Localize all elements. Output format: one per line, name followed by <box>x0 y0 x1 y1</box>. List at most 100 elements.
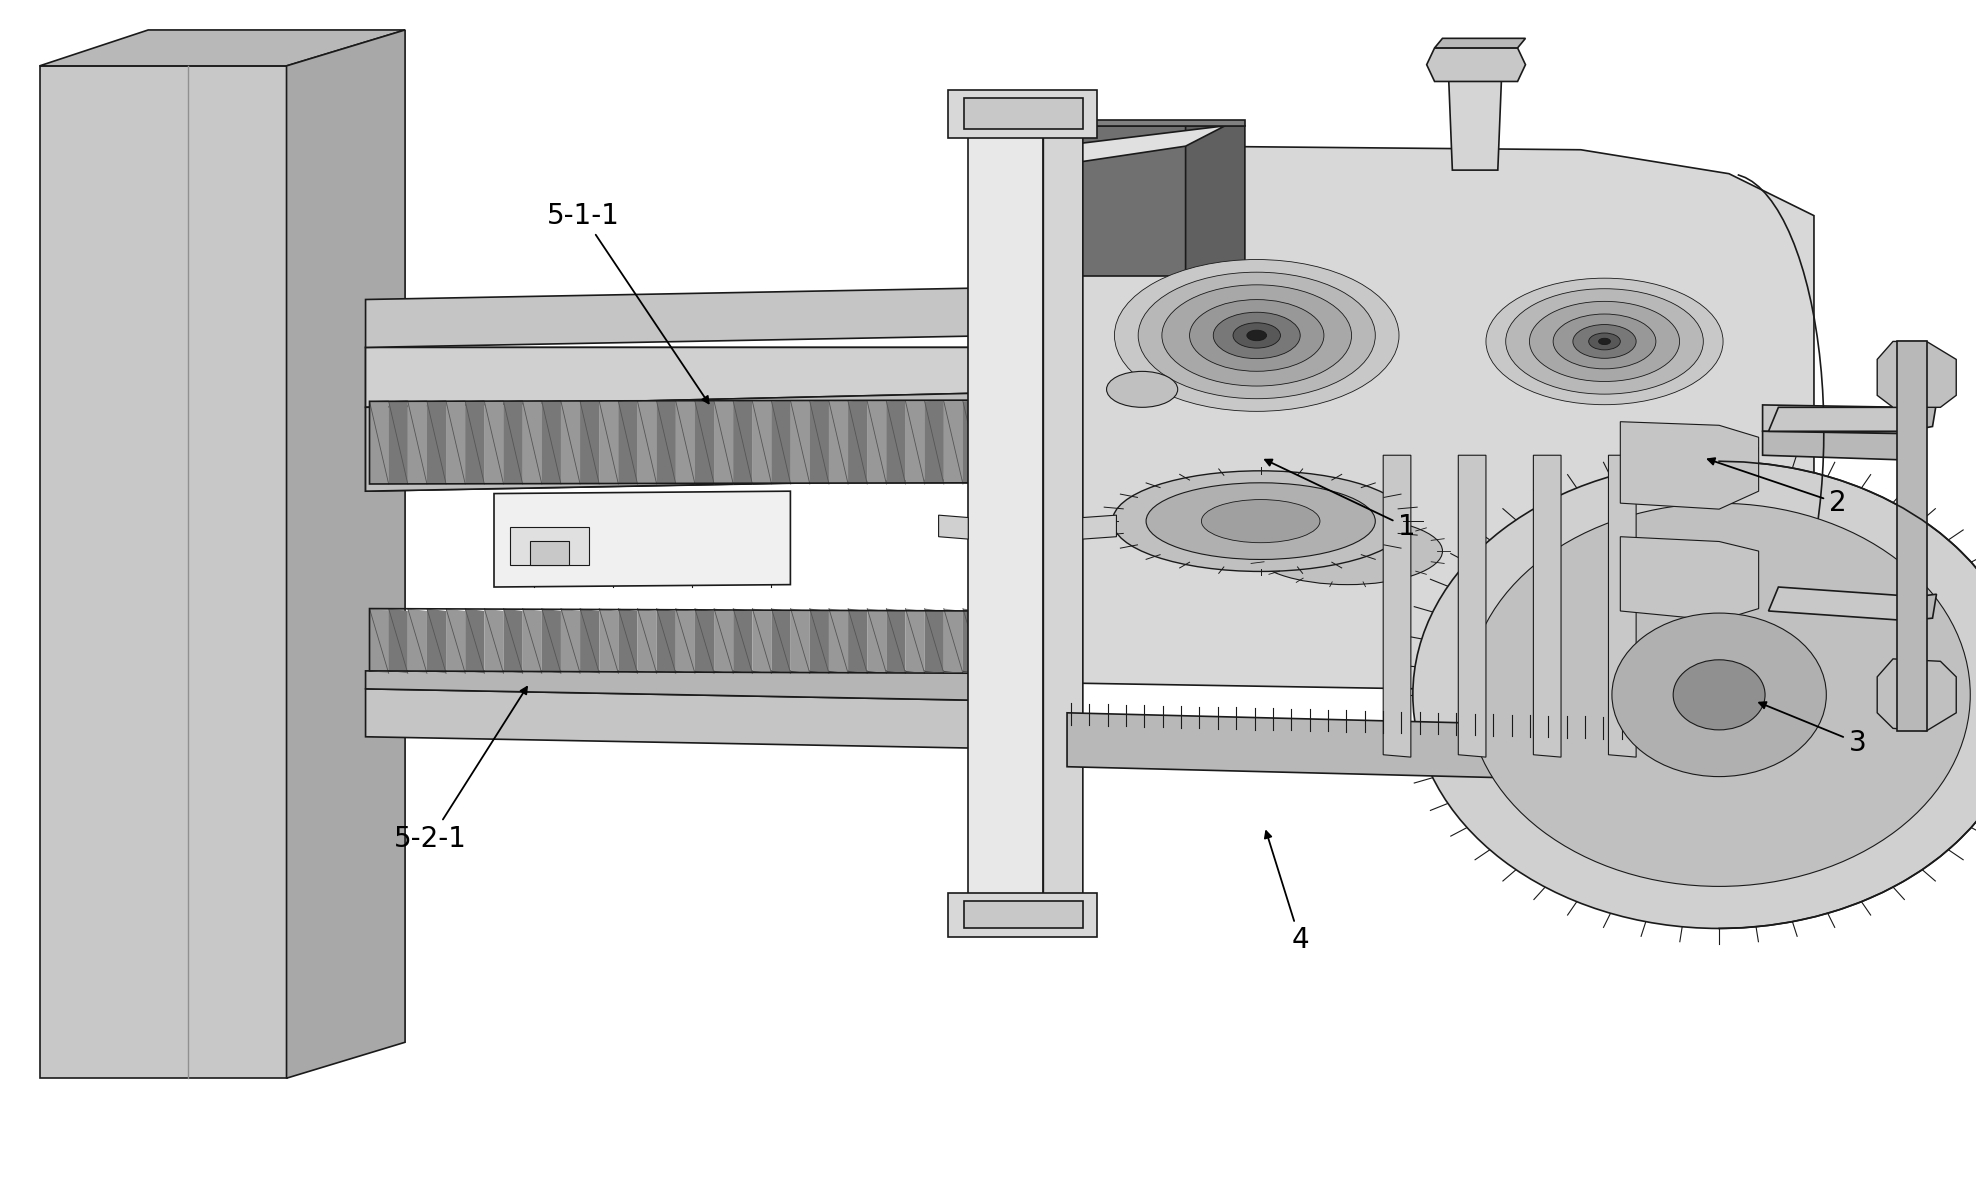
Polygon shape <box>638 609 656 673</box>
Ellipse shape <box>1599 338 1610 345</box>
Polygon shape <box>599 400 618 484</box>
Polygon shape <box>427 400 447 484</box>
Polygon shape <box>427 609 447 673</box>
Polygon shape <box>1877 341 1956 407</box>
Polygon shape <box>945 609 962 673</box>
Polygon shape <box>713 609 733 673</box>
Polygon shape <box>810 400 828 484</box>
Polygon shape <box>1620 422 1759 509</box>
Text: 3: 3 <box>1759 702 1865 757</box>
Ellipse shape <box>1201 500 1320 543</box>
Polygon shape <box>1067 713 1778 785</box>
Polygon shape <box>948 893 1097 937</box>
Polygon shape <box>887 400 905 484</box>
Polygon shape <box>828 609 848 673</box>
Polygon shape <box>40 66 287 1078</box>
Polygon shape <box>905 609 925 673</box>
Polygon shape <box>790 609 810 673</box>
Polygon shape <box>40 30 405 66</box>
Polygon shape <box>370 609 389 673</box>
Polygon shape <box>407 400 427 484</box>
Polygon shape <box>968 120 1043 922</box>
Polygon shape <box>287 30 405 1078</box>
Polygon shape <box>366 288 1008 347</box>
Polygon shape <box>968 114 1083 120</box>
Polygon shape <box>1057 146 1814 695</box>
Ellipse shape <box>1114 260 1399 411</box>
Polygon shape <box>945 400 962 484</box>
Polygon shape <box>810 609 828 673</box>
Polygon shape <box>656 400 676 484</box>
Polygon shape <box>998 120 1245 126</box>
Polygon shape <box>581 400 599 484</box>
Polygon shape <box>522 609 541 673</box>
Ellipse shape <box>1213 313 1300 358</box>
Polygon shape <box>464 400 484 484</box>
Polygon shape <box>638 400 656 484</box>
Polygon shape <box>561 400 581 484</box>
Ellipse shape <box>1506 289 1703 394</box>
Polygon shape <box>1877 659 1956 731</box>
Polygon shape <box>713 400 733 484</box>
Polygon shape <box>504 609 522 673</box>
Polygon shape <box>484 609 504 673</box>
Polygon shape <box>925 400 945 484</box>
Polygon shape <box>867 400 887 484</box>
Polygon shape <box>618 609 638 673</box>
Ellipse shape <box>1468 503 1970 887</box>
Polygon shape <box>867 609 887 673</box>
Polygon shape <box>676 609 696 673</box>
Ellipse shape <box>1162 285 1352 386</box>
Polygon shape <box>1533 455 1561 757</box>
Polygon shape <box>389 400 407 484</box>
Polygon shape <box>962 400 982 484</box>
Polygon shape <box>1769 587 1917 621</box>
Text: 4: 4 <box>1265 831 1308 955</box>
Ellipse shape <box>1612 613 1826 776</box>
Polygon shape <box>389 609 407 673</box>
Polygon shape <box>1186 126 1245 276</box>
Polygon shape <box>1763 431 1907 460</box>
Text: 2: 2 <box>1707 458 1846 518</box>
Polygon shape <box>447 400 464 484</box>
Text: 5-2-1: 5-2-1 <box>395 686 528 853</box>
Polygon shape <box>366 393 988 491</box>
Polygon shape <box>522 400 541 484</box>
Polygon shape <box>1083 515 1116 539</box>
Polygon shape <box>366 689 1008 749</box>
Polygon shape <box>948 90 1097 138</box>
Polygon shape <box>366 347 1008 491</box>
Polygon shape <box>1897 341 1927 731</box>
Polygon shape <box>464 609 484 673</box>
Polygon shape <box>530 541 569 565</box>
Polygon shape <box>1057 126 1225 165</box>
Polygon shape <box>790 400 810 484</box>
Polygon shape <box>1427 48 1525 81</box>
Ellipse shape <box>1674 660 1765 730</box>
Ellipse shape <box>1247 331 1267 340</box>
Polygon shape <box>366 671 1008 701</box>
Polygon shape <box>771 400 790 484</box>
Polygon shape <box>753 400 771 484</box>
Polygon shape <box>964 901 1083 928</box>
Polygon shape <box>1907 594 1936 621</box>
Ellipse shape <box>1107 371 1178 407</box>
Polygon shape <box>676 400 696 484</box>
Ellipse shape <box>1253 518 1442 585</box>
Text: 1: 1 <box>1265 460 1415 541</box>
Ellipse shape <box>1112 471 1409 571</box>
Polygon shape <box>848 609 867 673</box>
Ellipse shape <box>1413 461 1976 928</box>
Ellipse shape <box>1573 325 1636 358</box>
Polygon shape <box>370 400 389 484</box>
Polygon shape <box>1458 455 1486 757</box>
Polygon shape <box>1043 114 1083 922</box>
Polygon shape <box>504 400 522 484</box>
Polygon shape <box>1435 38 1525 48</box>
Ellipse shape <box>1486 278 1723 405</box>
Polygon shape <box>1608 455 1636 757</box>
Polygon shape <box>1769 407 1917 431</box>
Ellipse shape <box>1190 300 1324 371</box>
Ellipse shape <box>1529 302 1680 381</box>
Polygon shape <box>771 609 790 673</box>
